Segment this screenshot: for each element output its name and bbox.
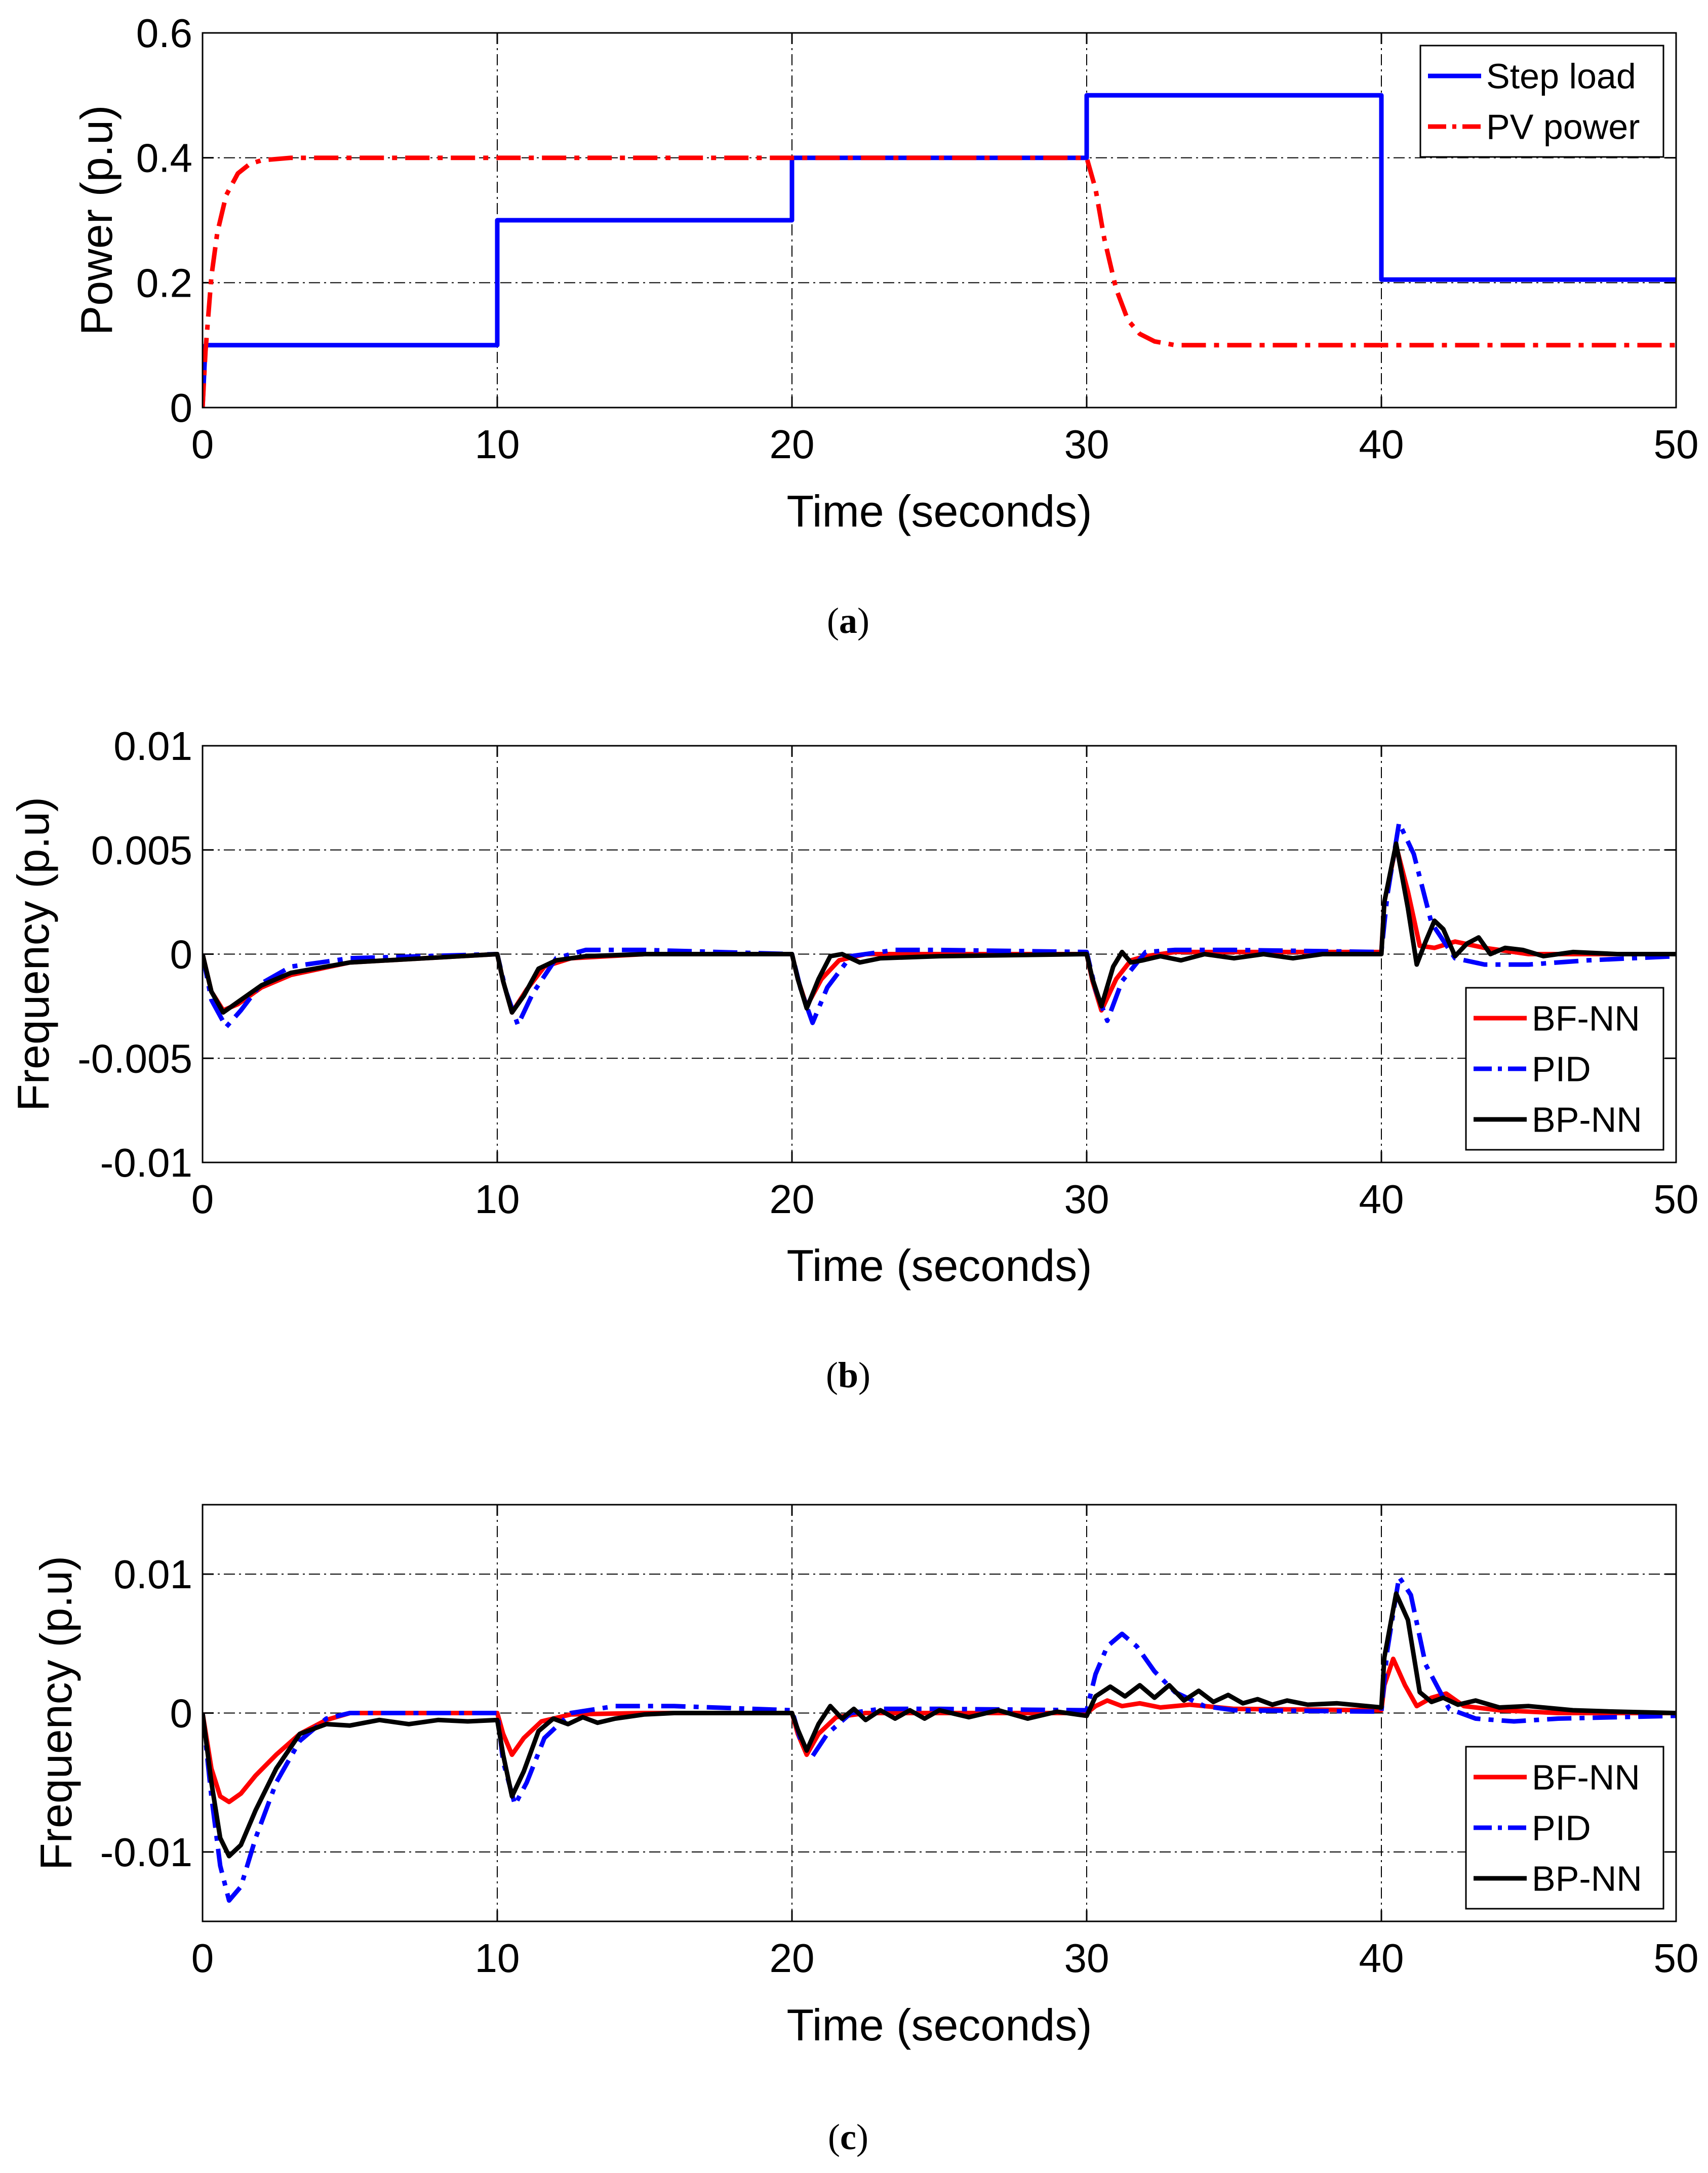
panel-b-xtick-label: 20 (770, 1177, 815, 1222)
panel-c-xtick-label: 20 (770, 1936, 815, 1981)
panel-b-caption-letter: b (838, 1355, 858, 1395)
panel-b-legend-label: BP-NN (1532, 1100, 1642, 1140)
panel-a-caption-letter: a (839, 600, 857, 641)
panel-a-xtick-label: 50 (1654, 422, 1699, 467)
panel-b-ylabel: Frequency (p.u) (8, 797, 58, 1111)
panel-b-ytick-label: -0.01 (100, 1140, 192, 1185)
panel-c-ytick-label: 0 (170, 1691, 193, 1736)
panel-a-series-pv-power (203, 155, 1676, 408)
panel-c-series-bp-nn (203, 1591, 1676, 1859)
panel-c: Frequency (p.u) Time (seconds) (c) 0 10 20… (31, 1504, 1699, 2157)
panel-b-ytick-label: 0 (170, 932, 193, 977)
panel-a-legend: Step load PV power (1419, 45, 1664, 158)
panel-b-caption: (b) (826, 1355, 870, 1395)
panel-c-ytick-label: 0.01 (113, 1552, 192, 1597)
panel-b-ytick-label: 0.005 (91, 828, 192, 873)
panel-b-xtick-label: 50 (1654, 1177, 1699, 1222)
panel-c-xlabel: Time (seconds) (786, 2000, 1092, 2050)
panel-a-ytick-label: 0.2 (136, 260, 192, 305)
panel-c-legend-label: BP-NN (1532, 1859, 1642, 1899)
panel-a-caption: (a) (827, 600, 869, 641)
panel-b-xtick-label: 10 (475, 1177, 520, 1222)
panel-a-legend-box (1419, 45, 1664, 158)
panel-b-series-pid (203, 820, 1676, 1029)
panel-b-legend: BF-NN PID BP-NN (1465, 987, 1664, 1151)
panel-c-legend: BF-NN PID BP-NN (1465, 1746, 1664, 1910)
panel-a-xtick-label: 40 (1359, 422, 1404, 467)
panel-b: Frequency (p.u) Time (seconds) (b) 0 10 20… (8, 723, 1699, 1395)
panel-a-xtick-label: 20 (770, 422, 815, 467)
panel-c-legend-label: BF-NN (1532, 1758, 1640, 1797)
panel-a: Power (p.u) Time (seconds) (a) 0 10 20 30 40… (71, 11, 1699, 641)
panel-b-series-bp-nn (203, 841, 1676, 1015)
panel-b-xlabel: Time (seconds) (786, 1240, 1092, 1291)
panel-c-xtick-label: 40 (1359, 1936, 1404, 1981)
panel-b-axes-frame (202, 745, 1677, 1163)
panel-a-xtick-label: 0 (191, 422, 214, 467)
panel-c-xtick-label: 30 (1064, 1936, 1109, 1981)
panel-b-xtick-label: 40 (1359, 1177, 1404, 1222)
panel-c-xtick-label: 10 (475, 1936, 520, 1981)
panel-a-ytick-label: 0.4 (136, 136, 192, 181)
panel-c-axes-frame (202, 1504, 1677, 1922)
panel-b-legend-label: BF-NN (1532, 999, 1640, 1038)
panel-a-xtick-label: 10 (475, 422, 520, 467)
panel-a-xlabel: Time (seconds) (786, 486, 1092, 536)
panel-b-ytick-label: 0.01 (113, 723, 192, 769)
panel-c-legend-label: PID (1532, 1808, 1591, 1848)
panel-b-xtick-label: 30 (1064, 1177, 1109, 1222)
panel-a-legend-label: PV power (1486, 107, 1640, 147)
panel-a-ylabel: Power (p.u) (71, 105, 122, 336)
panel-a-axes-frame (202, 32, 1677, 409)
panel-c-xtick-label: 0 (191, 1936, 214, 1981)
panel-c-ylabel: Frequency (p.u) (31, 1556, 81, 1870)
panel-c-ytick-label: -0.01 (100, 1830, 192, 1875)
panel-b-xtick-label: 0 (191, 1177, 214, 1222)
panel-c-caption-letter: c (840, 2117, 856, 2157)
panel-b-legend-label: PID (1532, 1050, 1591, 1089)
panel-b-ytick-label: -0.005 (77, 1036, 192, 1081)
panel-a-ytick-label: 0 (170, 385, 193, 430)
panel-a-ytick-label: 0.6 (136, 11, 192, 56)
panel-c-xtick-label: 50 (1654, 1936, 1699, 1981)
panel-a-legend-label: Step load (1486, 57, 1636, 96)
panel-c-caption: (c) (828, 2117, 868, 2157)
panel-a-xtick-label: 30 (1064, 422, 1109, 467)
